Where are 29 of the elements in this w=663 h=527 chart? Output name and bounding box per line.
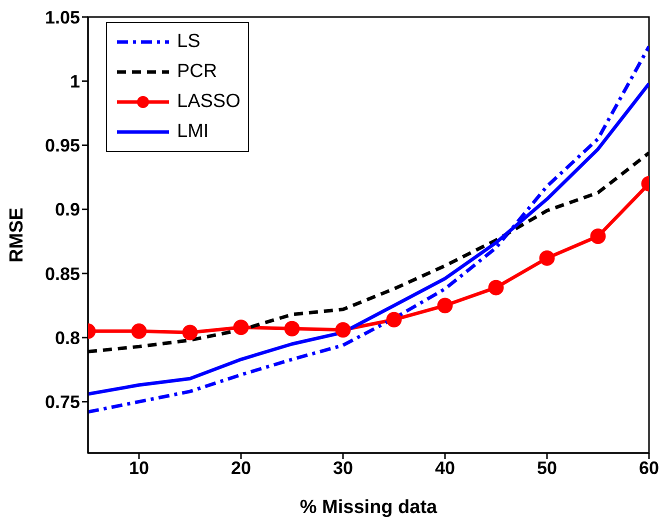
point xyxy=(386,312,402,328)
point xyxy=(539,250,555,266)
y-tick-label: 1 xyxy=(70,72,80,92)
point xyxy=(590,228,606,244)
point xyxy=(233,320,249,336)
point xyxy=(437,298,453,314)
x-tick-label: 50 xyxy=(536,458,558,478)
y-tick-label: 0.8 xyxy=(54,328,80,348)
x-tick-label: 40 xyxy=(434,458,456,478)
x-tick-label: 60 xyxy=(638,458,660,478)
legend-label: LMI xyxy=(177,121,209,143)
x-tick-label: 30 xyxy=(332,458,354,478)
y-tick-label: 0.9 xyxy=(54,200,80,220)
y-tick-label: 0.95 xyxy=(44,136,80,156)
legend-label: PCR xyxy=(177,61,218,83)
point xyxy=(284,320,300,336)
y-axis-title: RMSE xyxy=(6,208,28,262)
legend-label: LS xyxy=(177,31,200,53)
y-tick-label: 1.05 xyxy=(44,7,80,28)
x-tick-label: 20 xyxy=(230,458,252,478)
point xyxy=(182,324,198,340)
point xyxy=(335,322,351,338)
legend-label: LASSO xyxy=(177,91,240,113)
y-tick-label: 0.75 xyxy=(44,392,80,412)
point xyxy=(488,280,504,296)
x-tick-label: 10 xyxy=(128,458,150,478)
point xyxy=(131,323,147,339)
y-tick-label: 0.85 xyxy=(44,264,80,284)
x-axis-title: % Missing data xyxy=(300,497,438,518)
